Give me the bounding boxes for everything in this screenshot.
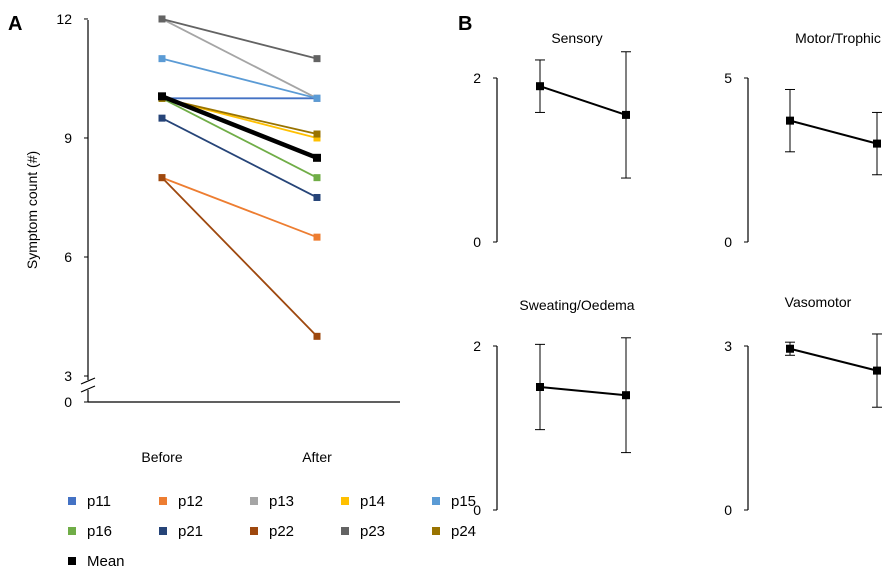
- legend-swatch-p11: [68, 497, 76, 505]
- data-point-p23: [158, 15, 166, 23]
- y-tick-label: 0: [473, 502, 481, 518]
- legend-swatch-mean: [68, 557, 76, 565]
- legend-swatch-p14: [341, 497, 349, 505]
- data-point-p15: [313, 94, 321, 102]
- data-point: [786, 116, 794, 125]
- y-tick-label: 6: [64, 249, 72, 265]
- data-point-p16: [313, 174, 321, 182]
- data-point: [873, 139, 881, 148]
- y-tick-label: 0: [64, 394, 72, 410]
- y-tick-label: 3: [64, 368, 72, 384]
- legend-label-p16: p16: [87, 523, 112, 540]
- legend-swatch-p23: [341, 527, 349, 535]
- data-point: [786, 344, 794, 353]
- data-point-p21: [313, 193, 321, 201]
- legend-label-p22: p22: [269, 523, 294, 540]
- series-line-p21: [161, 117, 318, 199]
- panel-b-letter: B: [458, 13, 472, 35]
- data-point-p24: [313, 130, 321, 138]
- data-point-mean: [158, 92, 166, 101]
- legend-swatch-p16: [68, 527, 76, 535]
- series-line: [789, 119, 878, 145]
- x-tick-label: Before: [141, 449, 182, 465]
- y-tick-label: 5: [724, 70, 732, 86]
- y-tick-label: 0: [473, 234, 481, 250]
- y-axis-label: Symptom count (#): [24, 151, 40, 269]
- axis-break-mark: [80, 385, 96, 393]
- legend-swatch-p21: [159, 527, 167, 535]
- data-point-p21: [158, 114, 166, 122]
- series-line-p16: [161, 97, 318, 179]
- subchart-title: Vasomotor: [785, 294, 852, 310]
- y-tick-label: 2: [473, 70, 481, 86]
- data-point-p15: [158, 55, 166, 63]
- legend-label-p11: p11: [87, 493, 111, 510]
- legend-label-p21: p21: [178, 523, 203, 540]
- legend-swatch-p24: [432, 527, 440, 535]
- series-line-p23: [161, 18, 318, 60]
- data-point-p22: [158, 174, 166, 182]
- y-tick-label: 9: [64, 130, 72, 146]
- data-point-p22: [313, 332, 321, 340]
- legend-label-mean: Mean: [87, 553, 125, 570]
- data-point-p23: [313, 55, 321, 63]
- series-line-p15: [161, 57, 318, 100]
- legend-label-p15: p15: [451, 493, 476, 510]
- legend-label-p13: p13: [269, 493, 294, 510]
- series-line-mean: [161, 94, 318, 160]
- data-point: [622, 110, 630, 119]
- legend-swatch-p22: [250, 527, 258, 535]
- y-tick-label: 3: [724, 338, 732, 354]
- series-line-p13: [161, 18, 318, 100]
- data-point: [536, 82, 544, 91]
- x-tick-label: After: [302, 449, 332, 465]
- legend-swatch-p13: [250, 497, 258, 505]
- legend-label-p24: p24: [451, 523, 476, 540]
- y-tick-label: 2: [473, 338, 481, 354]
- y-tick-label: 0: [724, 502, 732, 518]
- legend-label-p14: p14: [360, 493, 385, 510]
- legend-label-p23: p23: [360, 523, 385, 540]
- data-point-mean: [313, 153, 321, 162]
- panel-b-subchart-2: Motor/Trophic 0 5: [724, 30, 882, 250]
- legend-swatch-p15: [432, 497, 440, 505]
- subchart-title: Motor/Trophic: [795, 30, 881, 46]
- panel-b-subchart-3: Sweating/Oedema 0 2: [473, 297, 635, 518]
- series-line-p22: [161, 177, 318, 337]
- subchart-title: Sensory: [551, 30, 602, 46]
- series-line: [789, 347, 878, 372]
- data-point: [622, 391, 630, 400]
- axis-break-mark: [80, 377, 96, 385]
- y-tick-label: 12: [56, 11, 72, 27]
- series-line-p12: [161, 176, 318, 238]
- subchart-title: Sweating/Oedema: [519, 297, 634, 313]
- data-point-p14: [313, 134, 321, 142]
- panel-a-chart: Symptom count (#) 0 3 6 9 12 Before After p11 p1…: [24, 11, 476, 570]
- data-point: [536, 383, 544, 391]
- legend-swatch-p12: [159, 497, 167, 505]
- panel-b-subchart-4: Vasomotor 0 3: [724, 294, 882, 518]
- panel-b-subchart-1: Sensory 0 2: [473, 30, 631, 250]
- y-tick-label: 0: [724, 234, 732, 250]
- series-line: [539, 85, 627, 116]
- data-point-p12: [313, 233, 321, 241]
- legend-label-p12: p12: [178, 493, 203, 510]
- data-point: [873, 366, 881, 375]
- panel-a-letter: A: [8, 13, 22, 35]
- series-line: [539, 386, 627, 397]
